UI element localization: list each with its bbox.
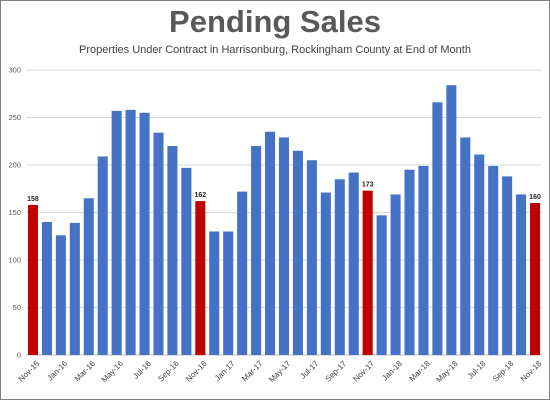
bar xyxy=(125,109,136,356)
bar xyxy=(41,222,52,355)
bar xyxy=(27,204,38,355)
x-tick-label: Jul-17 xyxy=(298,359,320,381)
x-tick-label: Nov-15 xyxy=(17,359,42,384)
bar xyxy=(223,231,234,355)
bar xyxy=(292,150,303,355)
bar xyxy=(404,169,415,355)
bar xyxy=(432,102,443,355)
x-tick-label: Nov-17 xyxy=(351,359,376,384)
bar xyxy=(516,194,527,355)
bar xyxy=(139,112,150,355)
bar xyxy=(69,222,80,355)
x-tick-label: Sep-18 xyxy=(491,359,516,384)
bar xyxy=(376,215,387,355)
x-tick-label: Sep-17 xyxy=(324,359,349,384)
bar xyxy=(181,167,192,355)
x-tick-label: May-17 xyxy=(267,359,293,385)
y-tick-label: 50 xyxy=(13,303,21,312)
bar xyxy=(306,160,317,355)
data-labels: 158 162 173 160 xyxy=(27,182,541,203)
bar xyxy=(278,137,290,355)
chart-subtitle: Properties Under Contract in Harrisonbur… xyxy=(79,44,471,56)
x-tick-label: May-16 xyxy=(100,359,126,385)
bar xyxy=(97,156,108,355)
bar xyxy=(153,132,164,355)
x-tick-label: Mar-16 xyxy=(73,359,98,384)
bar xyxy=(111,110,122,355)
bar xyxy=(530,203,541,355)
bar xyxy=(237,191,248,355)
bar xyxy=(55,235,66,355)
x-tick-label: Nov-16 xyxy=(184,359,209,384)
x-tick-label: Sep-16 xyxy=(156,359,181,384)
x-tick-label: Mar-17 xyxy=(240,359,265,384)
bar xyxy=(167,146,178,355)
bar xyxy=(320,192,331,355)
data-label: 158 xyxy=(27,196,39,203)
bar xyxy=(488,165,499,355)
x-tick-label: Jan-17 xyxy=(213,359,237,383)
x-tick-label: Jan-18 xyxy=(380,359,404,383)
bar xyxy=(265,131,276,355)
bar xyxy=(474,154,485,355)
bar xyxy=(460,137,471,355)
x-tick-label: Jul-18 xyxy=(466,359,488,381)
y-tick-label: 100 xyxy=(8,256,21,265)
bar xyxy=(418,165,429,355)
bars xyxy=(27,85,541,356)
x-tick-label: Mar-18 xyxy=(408,359,433,384)
x-tick-label: May-18 xyxy=(434,359,460,385)
bar xyxy=(446,85,457,355)
bar xyxy=(502,176,513,355)
y-axis-ticks: 0 50 100 150 200 250 300 xyxy=(8,66,21,360)
y-tick-label: 250 xyxy=(8,113,21,122)
bar xyxy=(195,201,206,355)
bar xyxy=(209,231,220,355)
data-label: 162 xyxy=(194,192,206,199)
x-tick-label: Jul-16 xyxy=(131,359,153,381)
x-axis-ticks: Nov-15 Jan-16 Mar-16 May-16 Jul-16 Sep-16 Nov-… xyxy=(17,359,544,385)
bar xyxy=(334,179,345,355)
y-tick-label: 200 xyxy=(8,161,21,170)
y-tick-label: 0 xyxy=(17,351,21,360)
bar xyxy=(251,146,262,355)
data-label: 173 xyxy=(362,182,374,189)
bar xyxy=(348,172,359,355)
bar xyxy=(390,194,401,355)
x-tick-label: Nov-18 xyxy=(519,359,544,384)
y-tick-label: 150 xyxy=(8,208,21,217)
bar xyxy=(362,190,373,355)
y-tick-label: 300 xyxy=(8,66,21,75)
data-label: 160 xyxy=(529,194,541,201)
chart-title: Pending Sales xyxy=(169,4,381,39)
x-tick-label: Jan-16 xyxy=(46,359,70,383)
bar xyxy=(83,198,94,355)
